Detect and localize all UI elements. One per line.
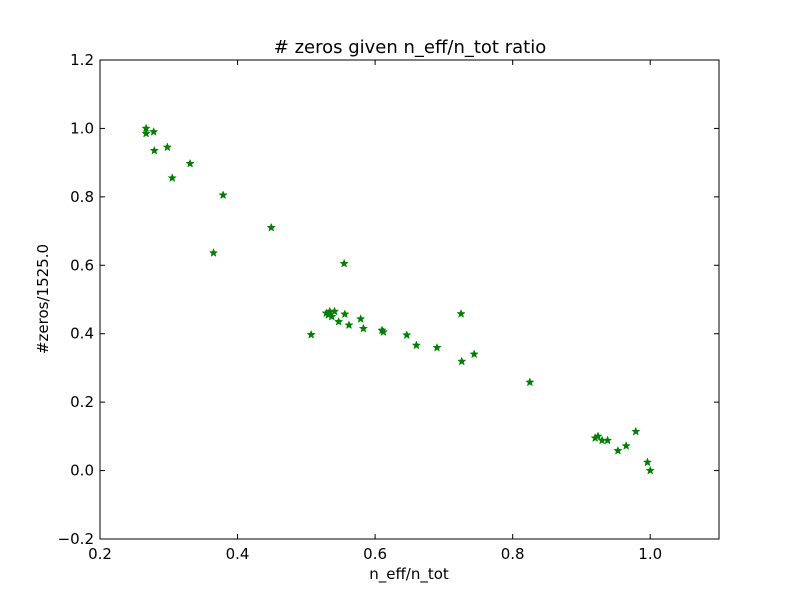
data-point-star [167, 173, 177, 183]
y-tick-label: 0.2 [70, 393, 94, 411]
data-point-star [344, 320, 354, 330]
data-point-star [356, 314, 366, 323]
data-point-star [340, 309, 350, 319]
x-tick-label: 1.0 [638, 545, 662, 563]
y-tick-label: 0.4 [70, 325, 94, 343]
x-tick-label: 0.8 [501, 545, 525, 563]
data-point-star [329, 306, 340, 316]
data-point-star [333, 316, 344, 326]
data-point-star [218, 190, 228, 200]
data-point-star [621, 441, 631, 450]
y-tick-label: 0.0 [70, 462, 94, 480]
data-point-star [525, 377, 535, 387]
data-point-star [402, 330, 412, 340]
data-point-star [162, 142, 173, 152]
data-point-star [432, 342, 442, 352]
chart-title: # zeros given n_eff/n_tot ratio [274, 37, 546, 58]
y-tick-label: 1.0 [70, 119, 94, 137]
x-axis-label: n_eff/n_tot [369, 565, 449, 584]
y-tick-label: 0.6 [70, 256, 94, 274]
data-point-star [645, 465, 655, 475]
data-point-star [378, 327, 389, 336]
data-point-star [469, 349, 479, 359]
data-point-star [411, 340, 422, 350]
data-point-star [602, 435, 613, 445]
data-point-star [613, 445, 623, 455]
data-point-star [149, 145, 159, 155]
plot-frame [99, 59, 720, 540]
y-tick-label: 0.8 [70, 188, 94, 206]
data-point-star [266, 222, 276, 232]
data-point-star [208, 248, 219, 257]
x-tick-label: 0.6 [363, 545, 387, 563]
data-point-star [306, 329, 316, 339]
data-point-star [358, 323, 369, 333]
y-tick-label: −0.2 [58, 530, 94, 548]
data-point-star [631, 426, 641, 436]
x-tick-label: 0.4 [226, 545, 250, 563]
data-point-star [642, 457, 653, 467]
y-tick-label: 1.2 [70, 51, 94, 69]
data-point-star [327, 311, 337, 321]
data-points [141, 123, 655, 475]
data-point-star [185, 158, 195, 168]
data-point-star [457, 356, 467, 366]
y-axis-label: #zeros/1525.0 [34, 244, 52, 354]
x-tick-label: 0.2 [88, 545, 112, 563]
data-point-star [339, 258, 349, 268]
axes: 0.2 0.4 0.6 0.8 1.0 −0.2 0.0 0.2 0.4 0.6 0.8 1.0 1.2 [58, 51, 720, 563]
data-point-star [593, 431, 603, 441]
data-point-star [141, 128, 151, 138]
data-point-star [148, 126, 159, 136]
data-point-star [456, 308, 466, 318]
